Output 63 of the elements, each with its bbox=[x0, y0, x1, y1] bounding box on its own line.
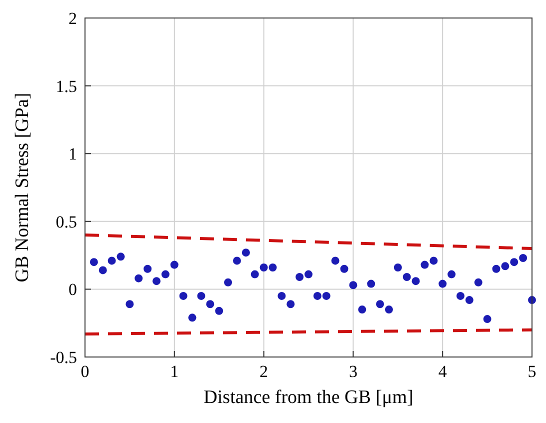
point bbox=[394, 264, 402, 272]
x-axis-title: Distance from the GB [μm] bbox=[204, 387, 414, 408]
point bbox=[322, 292, 330, 300]
point bbox=[438, 280, 447, 288]
point bbox=[430, 256, 438, 265]
point bbox=[90, 258, 98, 266]
y-tick-label: 0.5 bbox=[56, 212, 77, 232]
x-tick-label: 4 bbox=[438, 362, 448, 381]
point bbox=[331, 256, 340, 265]
x-tick-label: 1 bbox=[170, 362, 179, 381]
point bbox=[161, 270, 170, 278]
point bbox=[358, 306, 366, 314]
point bbox=[456, 292, 464, 300]
y-tick-label: 2 bbox=[68, 8, 77, 28]
point bbox=[474, 278, 482, 286]
point bbox=[232, 256, 241, 265]
point bbox=[510, 258, 518, 266]
point bbox=[152, 277, 161, 286]
point bbox=[349, 281, 358, 290]
point bbox=[367, 280, 376, 288]
point bbox=[126, 300, 134, 308]
point bbox=[224, 278, 232, 286]
x-tick-label: 3 bbox=[348, 362, 358, 381]
x-tick-label: 5 bbox=[528, 362, 536, 381]
y-tick-label: 1 bbox=[68, 144, 77, 164]
point bbox=[501, 262, 510, 270]
point bbox=[108, 256, 116, 265]
point bbox=[116, 252, 125, 261]
point bbox=[188, 314, 196, 322]
point bbox=[206, 300, 214, 308]
y-tick-label: 0 bbox=[68, 280, 77, 300]
point bbox=[197, 292, 206, 300]
point bbox=[519, 254, 528, 262]
point bbox=[492, 264, 500, 273]
point bbox=[402, 272, 411, 281]
point bbox=[304, 270, 312, 278]
point bbox=[134, 274, 143, 282]
point bbox=[448, 270, 456, 278]
y-tick-label: 1.5 bbox=[56, 76, 77, 96]
point bbox=[170, 260, 178, 269]
point bbox=[340, 264, 348, 273]
point bbox=[260, 264, 268, 272]
point bbox=[412, 277, 420, 286]
point bbox=[268, 264, 277, 272]
point bbox=[313, 292, 322, 300]
point bbox=[278, 292, 286, 300]
point bbox=[296, 272, 304, 281]
x-tick-label: 2 bbox=[260, 362, 268, 381]
y-axis-title: GB Normal Stress [GPa] bbox=[12, 92, 33, 282]
point bbox=[215, 306, 224, 315]
point bbox=[144, 264, 152, 273]
point bbox=[483, 315, 492, 324]
point bbox=[376, 300, 384, 308]
point bbox=[242, 248, 250, 257]
x-tick-label: 0 bbox=[80, 362, 90, 381]
point bbox=[465, 296, 474, 304]
point bbox=[420, 260, 429, 269]
y-tick-label: -0.5 bbox=[50, 348, 77, 367]
point bbox=[250, 270, 259, 278]
point bbox=[286, 300, 295, 308]
point bbox=[98, 266, 107, 274]
point bbox=[384, 306, 393, 314]
point bbox=[179, 292, 188, 300]
